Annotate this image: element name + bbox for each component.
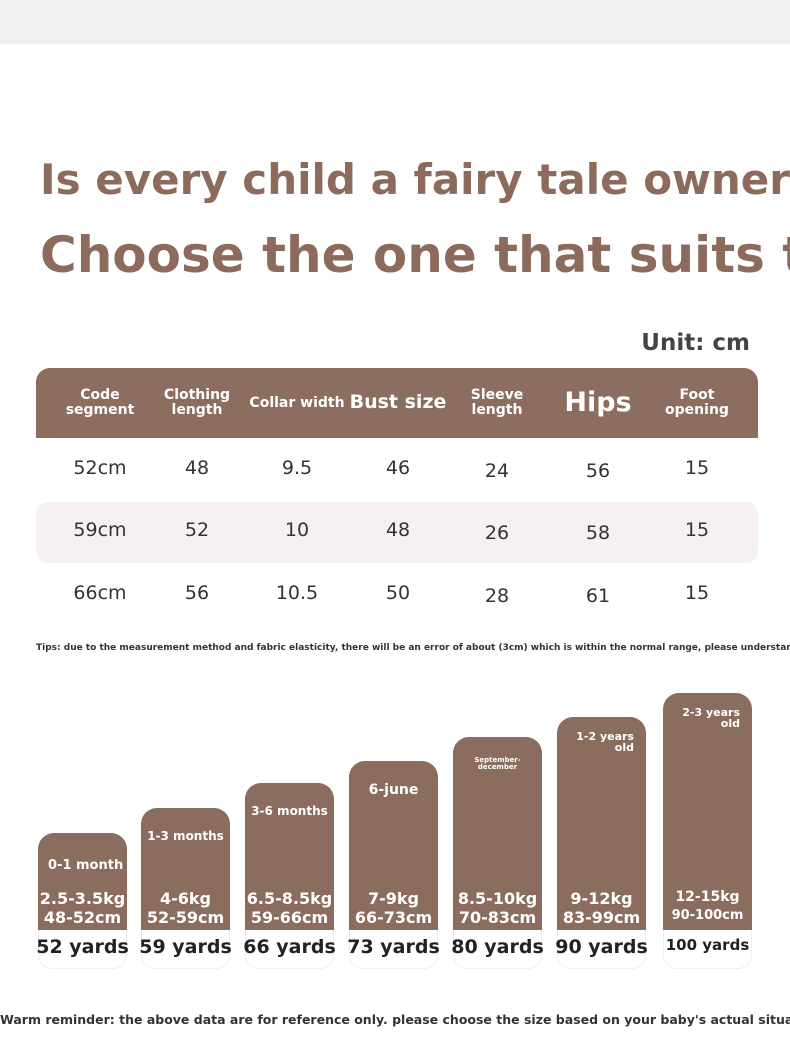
table-cell: 48 — [385, 519, 411, 541]
card-body — [349, 761, 438, 930]
tips: Tips: due to the measurement method and … — [36, 643, 790, 653]
table-cell: 59cm — [73, 519, 127, 541]
weight: 8.5-10kg — [457, 889, 538, 908]
table-cell: 26 — [484, 522, 510, 544]
weight: 7-9kg — [368, 889, 419, 908]
card-body — [38, 833, 127, 930]
age-label: 2-3 years old — [682, 706, 740, 730]
table-cell: 48 — [184, 457, 210, 479]
table-cell: 56 — [184, 582, 210, 604]
table-cell: 52 — [184, 519, 210, 541]
table-cell: 66cm — [73, 582, 127, 604]
length: 48-52cm — [43, 908, 122, 927]
row-band — [36, 502, 758, 563]
weight: 12-15kg — [675, 889, 740, 905]
table-cell: 58 — [585, 522, 611, 544]
card-body — [663, 693, 752, 930]
size-card: 3-6 months 6.5-8.5kg 59-66cm 66 yards — [243, 0, 336, 970]
table-cell: 9.5 — [281, 457, 313, 479]
weight: 2.5-3.5kg — [39, 889, 126, 908]
table-cell: 56 — [585, 460, 611, 482]
yards: 52 yards — [36, 936, 129, 958]
weight: 9-12kg — [570, 889, 633, 908]
card-foot — [38, 930, 127, 969]
age-label: 6-june — [368, 782, 419, 798]
column-header: Clothing length — [163, 387, 231, 418]
yards: 59 yards — [139, 936, 232, 958]
title-line2: Choose the one that suits ta — [40, 226, 790, 284]
card-foot — [245, 930, 334, 969]
yards: 80 yards — [451, 936, 544, 958]
size-card: 0-1 month 2.5-3.5kg 48-52cm 52 yards — [36, 0, 129, 970]
age-label: 1-2 years old — [576, 730, 634, 754]
card-body — [141, 808, 230, 930]
age-label: 1-3 months — [147, 829, 224, 843]
length: 59-66cm — [250, 908, 329, 927]
weight: 6.5-8.5kg — [246, 889, 333, 908]
table-cell: 15 — [684, 457, 710, 479]
top-band — [0, 0, 790, 44]
length: 83-99cm — [562, 908, 641, 927]
length: 90-100cm — [671, 908, 744, 923]
card-foot — [453, 930, 542, 969]
yards: 90 yards — [555, 936, 648, 958]
table-cell: 52cm — [73, 457, 127, 479]
length: 70-83cm — [458, 908, 537, 927]
age-label: 3-6 months — [251, 804, 328, 818]
table-cell: 24 — [484, 460, 510, 482]
table-cell: 15 — [684, 582, 710, 604]
card-foot — [349, 930, 438, 969]
column-header: Hips — [564, 386, 632, 418]
unit: Unit: cm — [641, 330, 750, 356]
column-header: Code segment — [65, 387, 135, 418]
table-header — [36, 368, 758, 438]
weight: 4-6kg — [160, 889, 211, 908]
title-line1: Is every child a fairy tale owner? — [40, 155, 790, 204]
card-body — [245, 783, 334, 930]
reminder: Warm reminder: the above data are for re… — [0, 1012, 790, 1027]
size-card: 2-3 years old 12-15kg 90-100cm 100 yards — [663, 0, 752, 970]
card-body — [453, 737, 542, 930]
yards: 100 yards — [665, 936, 750, 954]
column-header: Collar width — [249, 394, 345, 411]
size-card: 1-3 months 4-6kg 52-59cm 59 yards — [139, 0, 232, 970]
card-foot — [557, 930, 646, 969]
table-cell: 46 — [385, 457, 411, 479]
table-cell: 10.5 — [275, 582, 319, 604]
table-cell: 10 — [284, 519, 310, 541]
yards: 66 yards — [243, 936, 336, 958]
column-header: Foot opening — [665, 387, 729, 418]
length: 52-59cm — [146, 908, 225, 927]
card-foot — [141, 930, 230, 969]
card-body — [557, 717, 646, 930]
table-cell: 50 — [385, 582, 411, 604]
card-foot — [663, 930, 752, 969]
table-cell: 28 — [484, 585, 510, 607]
size-card: September-december 8.5-10kg 70-83cm 80 yard… — [451, 0, 544, 970]
column-header: Sleeve length — [470, 387, 524, 418]
column-header: Bust size — [349, 391, 447, 414]
size-card: 1-2 years old 9-12kg 83-99cm 90 yards — [555, 0, 648, 970]
size-card: 6-june 7-9kg 66-73cm 73 yards — [347, 0, 440, 970]
age-label: 0-1 month — [48, 858, 124, 873]
table-cell: 15 — [684, 519, 710, 541]
yards: 73 yards — [347, 936, 440, 958]
table-cell: 61 — [585, 585, 611, 607]
length: 66-73cm — [354, 908, 433, 927]
age-label: September-december — [474, 756, 521, 771]
